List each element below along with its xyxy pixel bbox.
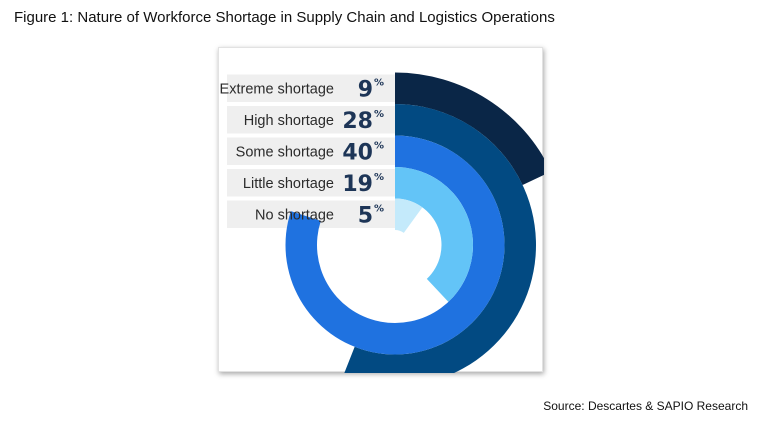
value-label-no-shortage: 5 [358,203,373,228]
value-suffix-some-shortage: % [374,140,384,151]
value-suffix-little-shortage: % [374,172,384,183]
category-label-some-shortage: Some shortage [236,144,334,160]
category-label-high-shortage: High shortage [244,113,334,129]
row-band-some-shortage [227,137,395,165]
bar-high-shortage [344,104,536,373]
value-label-high-shortage: 28 [342,109,373,134]
value-suffix-no-shortage: % [374,203,384,214]
bar-little-shortage [395,167,473,302]
row-band-little-shortage [227,169,395,197]
value-suffix-extreme-shortage: % [374,77,384,88]
source-note: Source: Descartes & SAPIO Research [543,399,748,413]
value-label-little-shortage: 19 [342,172,373,197]
figure-title: Figure 1: Nature of Workforce Shortage i… [14,9,555,26]
value-suffix-high-shortage: % [374,109,384,120]
radial-bars [285,72,544,373]
value-label-extreme-shortage: 9 [358,77,373,102]
category-label-no-shortage: No shortage [255,207,334,223]
bar-extreme-shortage [395,72,544,185]
value-label-some-shortage: 40 [342,140,373,165]
chart-card: Extreme shortage 9% High shortage 28% Some s… [218,47,544,373]
bar-no-shortage [395,198,423,233]
row-labels: Extreme shortage 9 % High shortage 28 % Some s… [220,77,384,228]
radial-bar-chart: Extreme shortage 9 % High shortage 28 % Some s… [220,72,544,373]
row-band-extreme-shortage [227,74,395,102]
category-label-extreme-shortage: Extreme shortage [220,81,334,97]
row-band-high-shortage [227,106,395,134]
category-label-little-shortage: Little shortage [243,176,334,192]
